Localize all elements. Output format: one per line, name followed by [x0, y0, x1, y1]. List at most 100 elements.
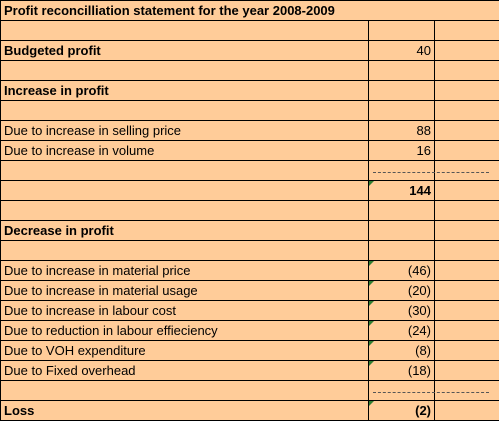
table-row: Due to Fixed overhead (18): [1, 361, 499, 381]
decrease-item-value[interactable]: (24): [369, 321, 435, 341]
decrease-item-label[interactable]: Due to reduction in labour effieciency: [1, 321, 369, 341]
cell[interactable]: [369, 381, 435, 401]
cell[interactable]: [369, 221, 435, 241]
formula-warning-marker: [369, 261, 374, 266]
cell[interactable]: [1, 161, 369, 181]
loss-text: (2): [415, 403, 431, 418]
cell[interactable]: [435, 261, 499, 281]
cell[interactable]: [369, 81, 435, 101]
cell[interactable]: [369, 101, 435, 121]
cell[interactable]: [435, 161, 499, 181]
increase-item-value[interactable]: 88: [369, 121, 435, 141]
cell[interactable]: [435, 141, 499, 161]
row-increase-heading: Increase in profit: [1, 81, 499, 101]
decrease-heading[interactable]: Decrease in profit: [1, 221, 369, 241]
cell[interactable]: [1, 61, 369, 81]
decrease-item-value[interactable]: (30): [369, 301, 435, 321]
cell[interactable]: [435, 361, 499, 381]
table-row: Due to increase in selling price 88: [1, 121, 499, 141]
cell[interactable]: [369, 241, 435, 261]
loss-value[interactable]: (2): [369, 401, 435, 421]
formula-warning-marker: [369, 321, 374, 326]
cell[interactable]: [1, 21, 369, 41]
increase-total-value[interactable]: 144: [369, 181, 435, 201]
row-budgeted-profit: Budgeted profit 40: [1, 41, 499, 61]
cell[interactable]: [435, 321, 499, 341]
cell[interactable]: [435, 341, 499, 361]
decrease-item-label[interactable]: Due to increase in labour cost: [1, 301, 369, 321]
table-row: Due to increase in labour cost (30): [1, 301, 499, 321]
row-loss: Loss (2): [1, 401, 499, 421]
decrease-item-text: (46): [407, 263, 431, 278]
decrease-item-text: (20): [407, 283, 431, 298]
table-row: Due to reduction in labour effieciency (…: [1, 321, 499, 341]
formula-warning-marker: [369, 281, 374, 286]
table-row: Due to VOH expenditure (8): [1, 341, 499, 361]
budgeted-profit-value[interactable]: 40: [369, 41, 435, 61]
row-decrease-heading: Decrease in profit: [1, 221, 499, 241]
row-separator: [1, 381, 499, 401]
decrease-item-value[interactable]: (18): [369, 361, 435, 381]
decrease-item-text: (24): [407, 323, 431, 338]
cell[interactable]: [435, 241, 499, 261]
decrease-item-label[interactable]: Due to VOH expenditure: [1, 341, 369, 361]
row-separator: [1, 161, 499, 181]
dashed-separator: [373, 172, 489, 173]
row-title: Profit reconcilliation statement for the…: [1, 1, 499, 21]
formula-warning-marker: [369, 361, 374, 366]
cell[interactable]: [435, 381, 499, 401]
decrease-item-label[interactable]: Due to increase in material usage: [1, 281, 369, 301]
cell[interactable]: [369, 161, 435, 181]
increase-heading[interactable]: Increase in profit: [1, 81, 369, 101]
dashed-separator: [373, 392, 489, 393]
increase-item-value[interactable]: 16: [369, 141, 435, 161]
increase-item-label[interactable]: Due to increase in volume: [1, 141, 369, 161]
decrease-item-text: (18): [407, 363, 431, 378]
cell[interactable]: [369, 21, 435, 41]
cell[interactable]: [1, 381, 369, 401]
decrease-item-value[interactable]: (20): [369, 281, 435, 301]
cell[interactable]: [435, 201, 499, 221]
cell[interactable]: [369, 61, 435, 81]
decrease-item-label[interactable]: Due to Fixed overhead: [1, 361, 369, 381]
row-blank: [1, 201, 499, 221]
budgeted-profit-label[interactable]: Budgeted profit: [1, 41, 369, 61]
table-row: Due to increase in material price (46): [1, 261, 499, 281]
cell[interactable]: [435, 301, 499, 321]
cell[interactable]: [435, 281, 499, 301]
cell[interactable]: [1, 201, 369, 221]
decrease-item-value[interactable]: (8): [369, 341, 435, 361]
cell[interactable]: [435, 121, 499, 141]
decrease-item-text: (30): [407, 303, 431, 318]
decrease-item-value[interactable]: (46): [369, 261, 435, 281]
formula-warning-marker: [369, 301, 374, 306]
cell[interactable]: [1, 101, 369, 121]
row-blank: [1, 241, 499, 261]
row-increase-total: 144: [1, 181, 499, 201]
cell[interactable]: [435, 81, 499, 101]
formula-warning-marker: [369, 341, 374, 346]
increase-total-text: 144: [409, 183, 431, 198]
decrease-item-label[interactable]: Due to increase in material price: [1, 261, 369, 281]
cell[interactable]: [435, 101, 499, 121]
table-row: Due to increase in material usage (20): [1, 281, 499, 301]
decrease-item-text: (8): [415, 343, 431, 358]
row-blank: [1, 21, 499, 41]
cell[interactable]: [1, 241, 369, 261]
formula-warning-marker: [369, 181, 374, 186]
cell[interactable]: [435, 61, 499, 81]
cell[interactable]: [435, 21, 499, 41]
row-blank: [1, 101, 499, 121]
cell[interactable]: [369, 201, 435, 221]
cell[interactable]: [435, 401, 499, 421]
cell[interactable]: [435, 221, 499, 241]
formula-warning-marker: [369, 401, 374, 406]
cell[interactable]: [435, 181, 499, 201]
loss-label[interactable]: Loss: [1, 401, 369, 421]
statement-title[interactable]: Profit reconcilliation statement for the…: [1, 1, 499, 21]
cell[interactable]: [435, 41, 499, 61]
increase-item-label[interactable]: Due to increase in selling price: [1, 121, 369, 141]
row-blank: [1, 61, 499, 81]
cell[interactable]: [1, 181, 369, 201]
